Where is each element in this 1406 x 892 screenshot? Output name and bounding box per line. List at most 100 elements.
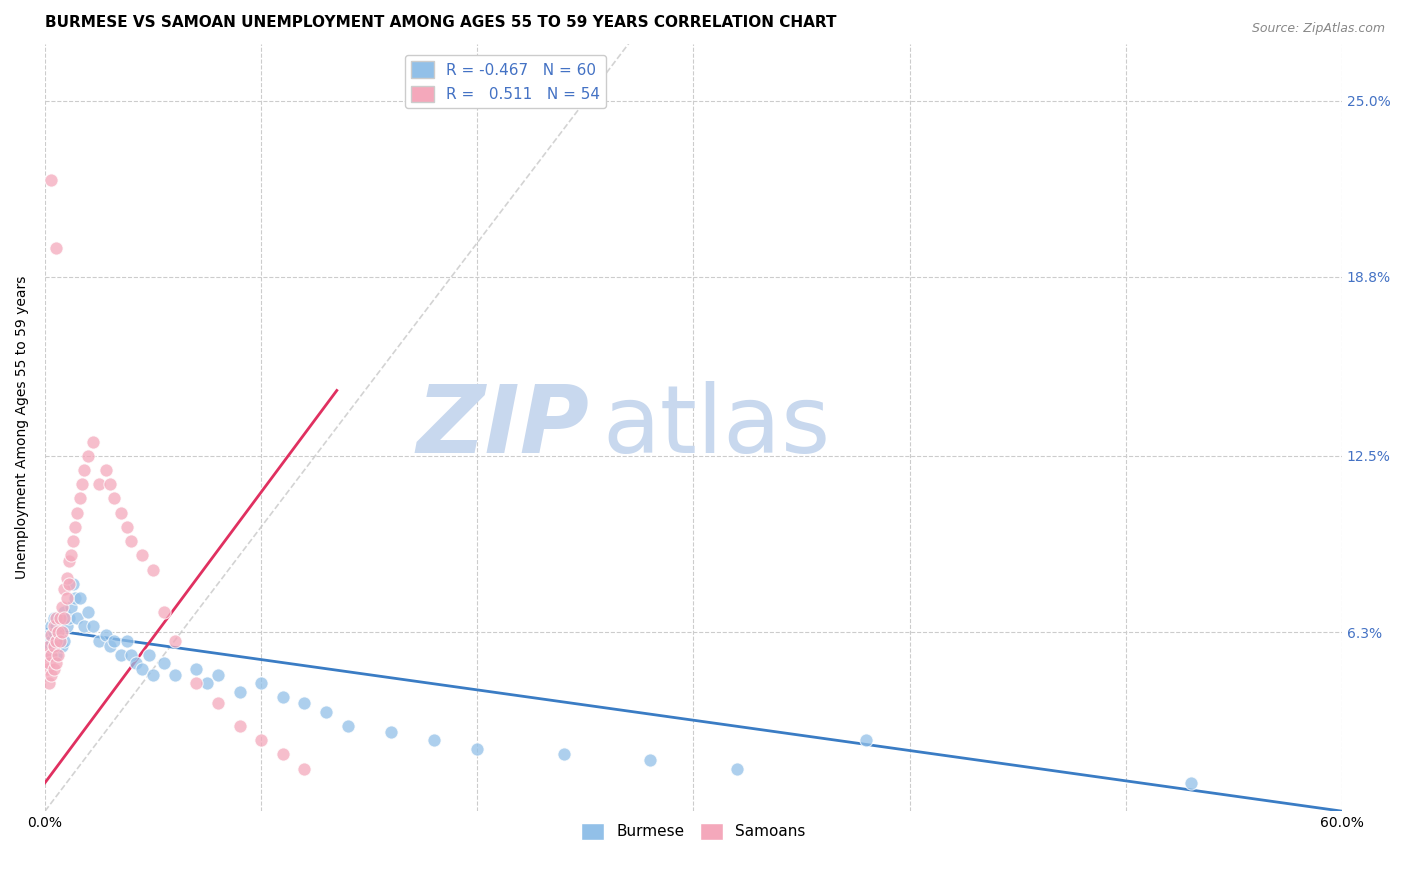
Point xyxy=(45,633,67,648)
Point xyxy=(250,676,273,690)
Point xyxy=(62,534,84,549)
Point xyxy=(186,676,208,690)
Text: ZIP: ZIP xyxy=(416,382,589,474)
Point xyxy=(153,657,176,671)
Point xyxy=(292,762,315,776)
Point xyxy=(38,676,60,690)
Point xyxy=(115,520,138,534)
Y-axis label: Unemployment Among Ages 55 to 59 years: Unemployment Among Ages 55 to 59 years xyxy=(15,276,30,579)
Text: BURMESE VS SAMOAN UNEMPLOYMENT AMONG AGES 55 TO 59 YEARS CORRELATION CHART: BURMESE VS SAMOAN UNEMPLOYMENT AMONG AGE… xyxy=(45,15,837,30)
Point xyxy=(725,762,748,776)
Point xyxy=(207,667,229,681)
Point xyxy=(58,611,80,625)
Point xyxy=(46,625,69,640)
Point xyxy=(59,599,82,614)
Point xyxy=(73,619,96,633)
Point xyxy=(77,449,100,463)
Point xyxy=(37,662,59,676)
Point xyxy=(70,477,93,491)
Point xyxy=(46,648,69,662)
Point xyxy=(66,506,89,520)
Point xyxy=(120,534,142,549)
Point xyxy=(49,633,72,648)
Point xyxy=(38,640,60,654)
Point xyxy=(638,753,661,767)
Point xyxy=(41,628,63,642)
Point xyxy=(82,619,104,633)
Point xyxy=(55,571,77,585)
Point xyxy=(423,733,446,747)
Point xyxy=(38,640,60,654)
Point xyxy=(37,648,59,662)
Point xyxy=(45,648,67,662)
Point xyxy=(271,690,294,705)
Point xyxy=(45,657,67,671)
Point xyxy=(163,633,186,648)
Point xyxy=(41,667,63,681)
Point xyxy=(336,719,359,733)
Point xyxy=(42,619,65,633)
Point xyxy=(553,747,575,762)
Point xyxy=(98,640,121,654)
Point xyxy=(131,549,153,563)
Point xyxy=(465,741,488,756)
Point xyxy=(186,662,208,676)
Point xyxy=(42,640,65,654)
Point xyxy=(73,463,96,477)
Point xyxy=(228,719,250,733)
Point xyxy=(195,676,218,690)
Point xyxy=(103,633,125,648)
Point xyxy=(38,628,60,642)
Point xyxy=(38,657,60,671)
Point xyxy=(65,591,87,605)
Point xyxy=(41,173,63,187)
Point xyxy=(69,491,91,506)
Point xyxy=(380,724,402,739)
Point xyxy=(51,640,73,654)
Point xyxy=(45,611,67,625)
Point xyxy=(45,619,67,633)
Point xyxy=(49,619,72,633)
Point xyxy=(163,667,186,681)
Point xyxy=(110,506,132,520)
Point xyxy=(41,648,63,662)
Point xyxy=(53,582,76,597)
Point xyxy=(138,648,160,662)
Point xyxy=(55,619,77,633)
Point xyxy=(250,733,273,747)
Point xyxy=(62,576,84,591)
Point xyxy=(42,640,65,654)
Point xyxy=(37,633,59,648)
Point xyxy=(131,662,153,676)
Point xyxy=(45,633,67,648)
Point xyxy=(87,633,110,648)
Point xyxy=(53,611,76,625)
Point xyxy=(142,563,165,577)
Point xyxy=(125,657,148,671)
Point xyxy=(120,648,142,662)
Point xyxy=(41,648,63,662)
Point xyxy=(58,554,80,568)
Point xyxy=(69,591,91,605)
Point xyxy=(855,733,877,747)
Point xyxy=(53,605,76,619)
Point xyxy=(87,477,110,491)
Point xyxy=(51,625,73,640)
Point xyxy=(1180,776,1202,790)
Point xyxy=(315,705,337,719)
Point xyxy=(46,640,69,654)
Point xyxy=(66,611,89,625)
Point xyxy=(142,667,165,681)
Point xyxy=(41,633,63,648)
Point xyxy=(65,520,87,534)
Point xyxy=(228,685,250,699)
Point xyxy=(42,662,65,676)
Point xyxy=(94,628,117,642)
Point xyxy=(82,434,104,449)
Point xyxy=(94,463,117,477)
Legend: Burmese, Samoans: Burmese, Samoans xyxy=(575,817,811,846)
Point xyxy=(49,633,72,648)
Text: Source: ZipAtlas.com: Source: ZipAtlas.com xyxy=(1251,22,1385,36)
Point xyxy=(45,241,67,255)
Point xyxy=(42,611,65,625)
